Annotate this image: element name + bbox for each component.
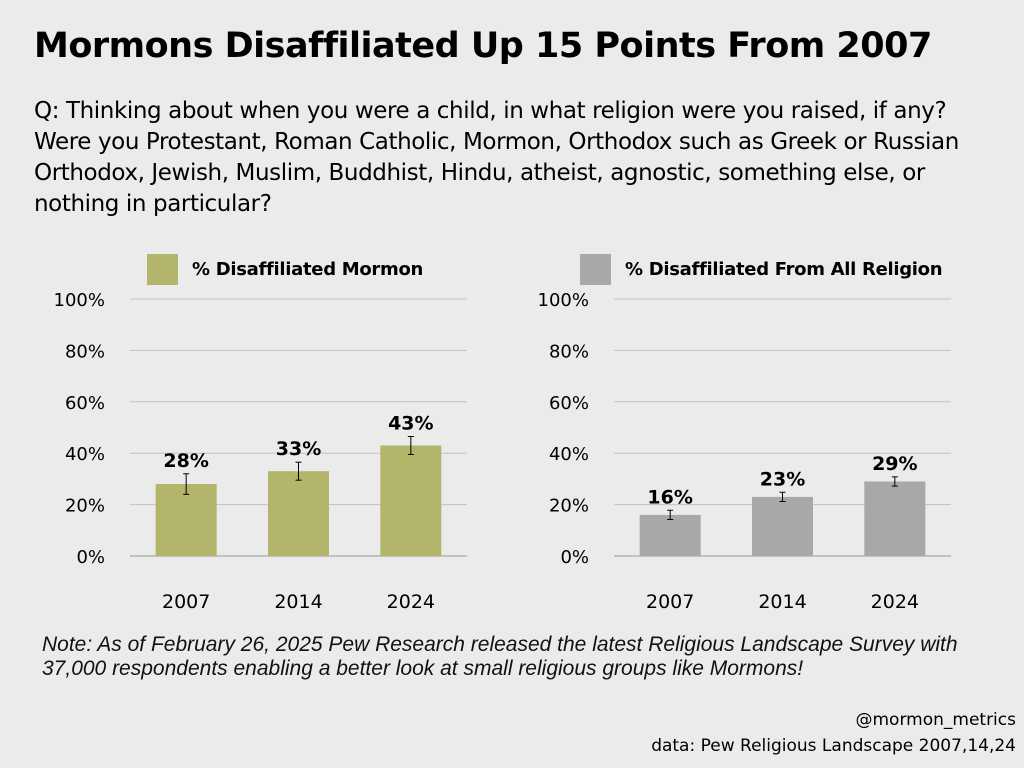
- footnote: Note: As of February 26, 2025 Pew Resear…: [42, 633, 958, 680]
- y-tick-label: 20%: [65, 496, 105, 517]
- chart-legend: % Disaffiliated From All Religion: [580, 254, 943, 285]
- bar: [268, 471, 329, 556]
- legend-label: % Disaffiliated Mormon: [192, 259, 424, 280]
- bar: [752, 496, 813, 556]
- x-tick-label: 2014: [274, 591, 322, 613]
- bar: [639, 514, 701, 556]
- bar-chart-svg: 0% 20% 40% 60% 80% 100% 16% 2007 23% 2014 29% 2024: [538, 290, 951, 613]
- bar-chart-svg: 0% 20% 40% 60% 80% 100% 28% 2007 33% 2014 43% 2024: [54, 290, 467, 613]
- x-tick-label: 2007: [162, 591, 210, 613]
- credit-handle: @mormon_metrics: [855, 710, 1017, 730]
- legend-label: % Disaffiliated From All Religion: [625, 259, 943, 280]
- y-tick-label: 40%: [549, 444, 589, 465]
- chart-legend: % Disaffiliated Mormon: [147, 254, 423, 285]
- chart-disaffiliated-mormon: % Disaffiliated Mormon 0% 20% 40% 60% 80% 100…: [30, 240, 510, 620]
- x-tick-label: 2007: [646, 591, 694, 613]
- x-tick-label: 2024: [871, 591, 919, 613]
- y-tick-label: 40%: [65, 444, 105, 465]
- data-label: 33%: [276, 438, 321, 460]
- x-tick-label: 2014: [758, 591, 806, 613]
- data-label: 16%: [647, 486, 692, 508]
- bar: [155, 484, 217, 556]
- legend-swatch: [580, 254, 611, 285]
- y-tick-label: 80%: [549, 341, 589, 362]
- data-label: 28%: [163, 450, 208, 472]
- bar: [380, 445, 442, 556]
- data-label: 29%: [872, 453, 917, 475]
- legend-swatch: [147, 254, 178, 285]
- survey-question: Q: Thinking about when you were a child,…: [34, 98, 959, 217]
- y-tick-label: 80%: [65, 341, 105, 362]
- y-tick-label: 100%: [538, 290, 589, 311]
- y-tick-label: 60%: [549, 393, 589, 414]
- bar: [864, 481, 926, 556]
- credit-source: data: Pew Religious Landscape 2007,14,24: [651, 736, 1016, 756]
- data-label: 23%: [760, 468, 805, 490]
- page-title: Mormons Disaffiliated Up 15 Points From …: [34, 26, 932, 66]
- y-tick-label: 20%: [549, 496, 589, 517]
- y-tick-label: 60%: [65, 393, 105, 414]
- y-tick-label: 0%: [560, 547, 589, 568]
- y-tick-label: 0%: [76, 547, 105, 568]
- x-tick-label: 2024: [387, 591, 435, 613]
- data-label: 43%: [388, 412, 433, 434]
- chart-disaffiliated-all-religion: % Disaffiliated From All Religion 0% 20% 4…: [514, 240, 994, 620]
- y-tick-label: 100%: [54, 290, 105, 311]
